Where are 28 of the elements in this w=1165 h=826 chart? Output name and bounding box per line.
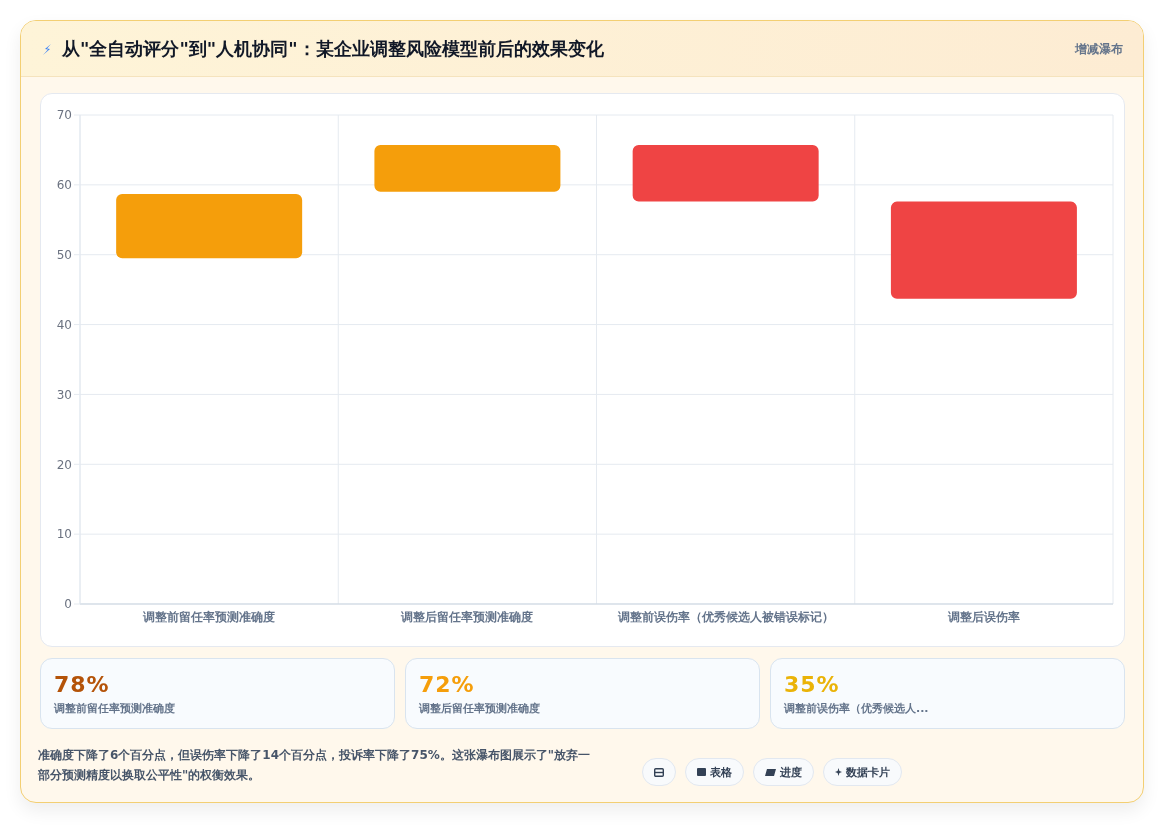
y-tick-label: 20: [56, 457, 72, 472]
bar: [116, 193, 303, 259]
text: 进度: [780, 765, 802, 779]
x-tick-label: 调整后误伤率: [946, 609, 1020, 624]
bar: [890, 201, 1077, 299]
y-tick-label: 10: [56, 527, 72, 542]
text: 72%: [419, 672, 475, 697]
y-tick-label: 50: [56, 247, 72, 262]
text: 准确度下降了6个百分点，但误伤率下降了14个百分点，投诉率下降了75%。这张瀑布图展示了"放弃一部分预测精度以换取公平性"的权衡效果。: [38, 748, 591, 782]
text: 78%: [54, 672, 110, 697]
y-tick-label: 0: [64, 597, 72, 612]
category-label: 调整后留任率预测准确度: [419, 702, 540, 715]
category-label: 调整前误伤率（优秀候选人...: [784, 702, 929, 715]
text: 数据卡片: [846, 765, 890, 779]
x-tick-label: 调整后留任率预测准确度: [400, 609, 534, 624]
y-tick-label: 40: [56, 317, 72, 332]
text: 35%: [784, 672, 840, 697]
y-tick-label: 30: [56, 387, 72, 402]
category-label: 调整前留任率预测准确度: [54, 702, 175, 715]
chart-title: 从"全自动评分"到"人机协同"：某企业调整风险模型前后的效果变化: [62, 38, 604, 59]
x-tick-label: 调整前误伤率（优秀候选人被错误标记）: [616, 609, 834, 624]
y-tick-label: 60: [56, 178, 72, 193]
x-tick-label: 调整前留任率预测准确度: [142, 609, 276, 624]
bar: [632, 145, 819, 202]
chart-subtitle: 增减瀑布: [1075, 42, 1123, 56]
text: 表格: [710, 765, 732, 779]
y-tick-label: 70: [56, 108, 72, 123]
bar: [374, 145, 561, 192]
